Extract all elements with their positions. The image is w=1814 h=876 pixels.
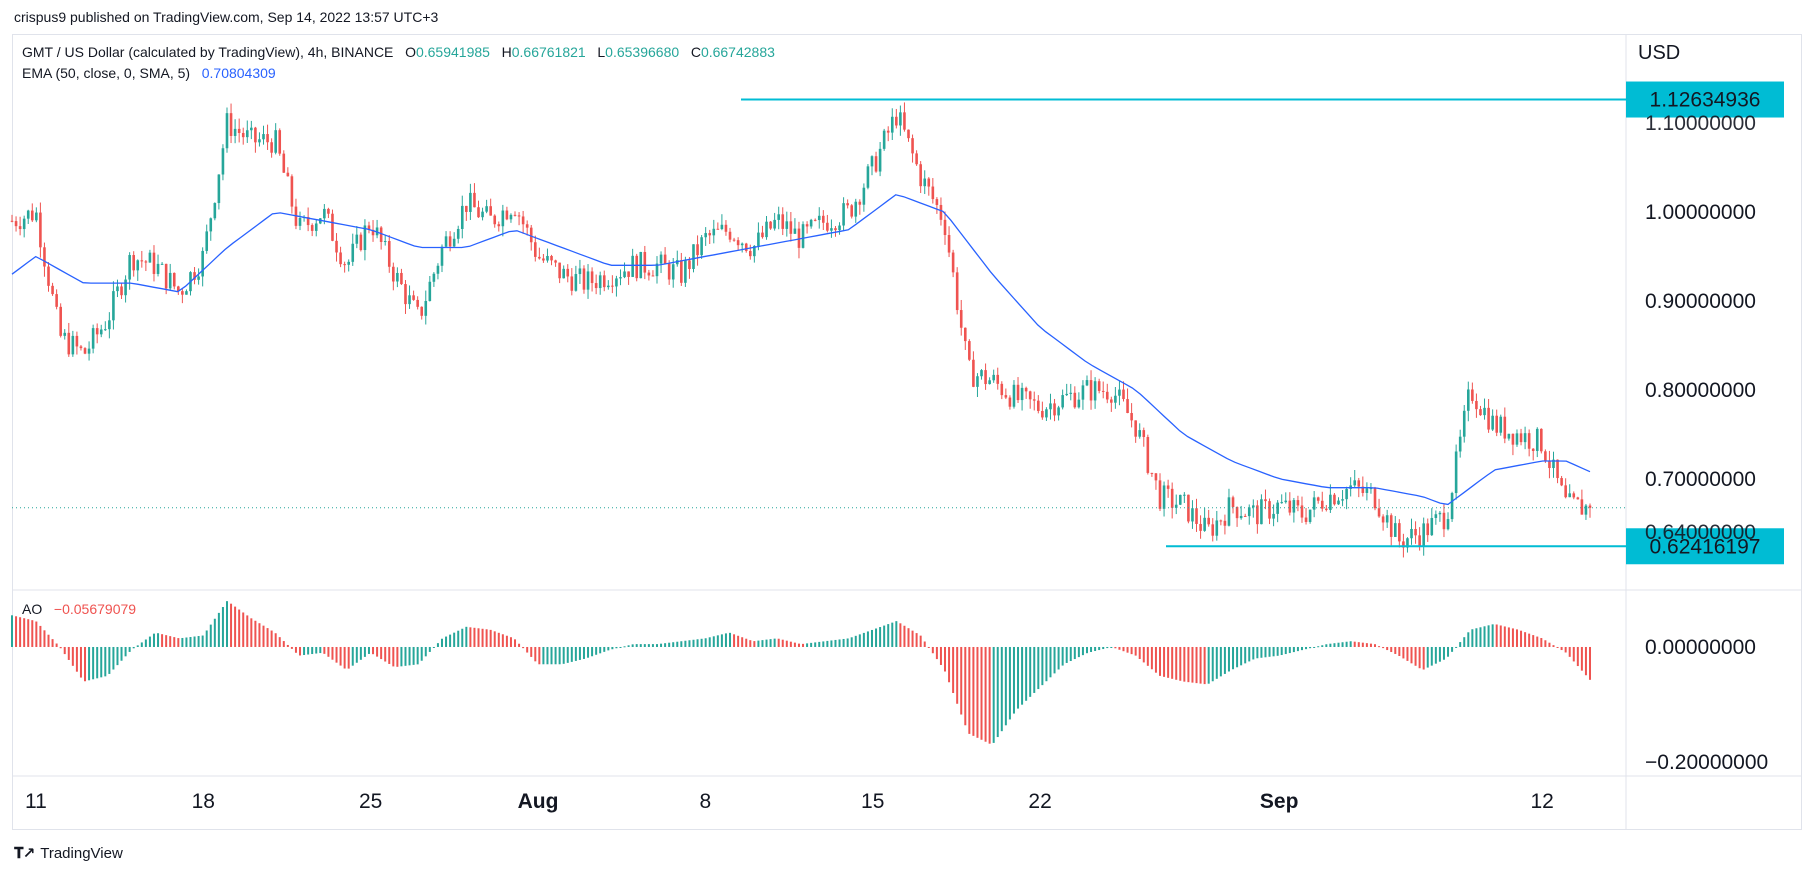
symbol-legend: GMT / US Dollar (calculated by TradingVi… xyxy=(22,44,775,60)
published-note: crispus9 published on TradingView.com, S… xyxy=(14,9,439,25)
high-label: H xyxy=(501,44,512,60)
low-label: L xyxy=(597,44,606,60)
tradingview-wordmark: TradingView xyxy=(40,844,123,862)
ema-legend: EMA (50, close, 0, SMA, 5) 0.70804309 xyxy=(22,65,276,81)
open-value: 0.65941985 xyxy=(415,44,490,60)
ao-value: −0.05679079 xyxy=(53,601,137,617)
tradingview-logo[interactable]: 𝐓↗ TradingView xyxy=(14,844,123,863)
close-value: 0.66742883 xyxy=(700,44,775,60)
high-value: 0.66761821 xyxy=(511,44,586,60)
chart-frame xyxy=(12,34,1802,830)
tradingview-icon: 𝐓↗ xyxy=(14,845,35,862)
close-label: C xyxy=(690,44,701,60)
symbol-title[interactable]: GMT / US Dollar (calculated by TradingVi… xyxy=(22,44,394,60)
currency-label[interactable]: USD xyxy=(1638,42,1681,64)
ema-value: 0.70804309 xyxy=(201,65,276,81)
ema-label[interactable]: EMA (50, close, 0, SMA, 5) xyxy=(22,65,191,81)
ao-legend: AO −0.05679079 xyxy=(22,601,136,617)
ao-label[interactable]: AO xyxy=(22,601,43,617)
low-value: 0.65396680 xyxy=(605,44,680,60)
open-label: O xyxy=(405,44,416,60)
